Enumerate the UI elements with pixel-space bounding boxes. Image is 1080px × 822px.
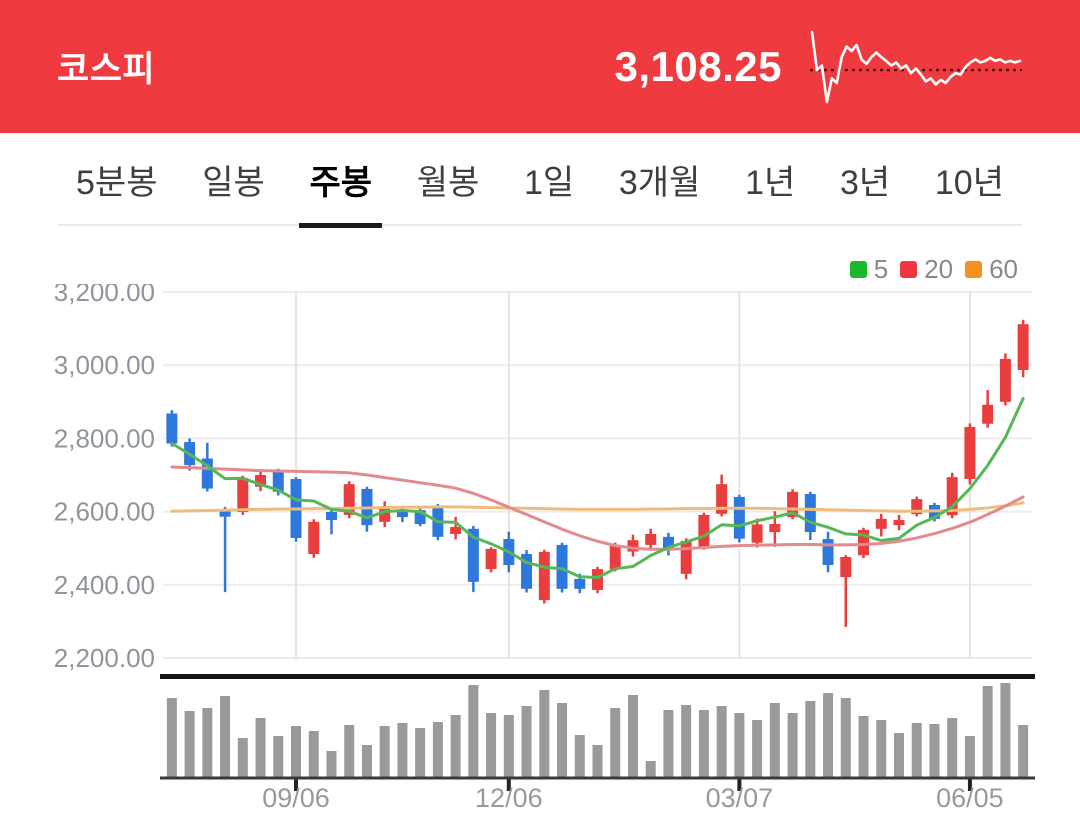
main-chart[interactable]: 3,200.00 3,000.00 2,800.00 2,600.00 2,400.00… [0,277,1080,819]
svg-text:3,200.00: 3,200.00 [54,284,155,307]
legend-ma60: 60 [965,254,1018,285]
tab-3months[interactable]: 3개월 [618,164,701,202]
ma5-label: 5 [873,253,889,284]
svg-text:2,800.00: 2,800.00 [54,423,155,453]
legend-ma20: 20 [900,254,953,285]
svg-text:09/06: 09/06 [262,783,330,813]
svg-text:06/05: 06/05 [936,783,1004,813]
ma20-swatch-icon [900,260,918,278]
candlestick-chart-canvas[interactable]: 3,200.00 3,000.00 2,800.00 2,600.00 2,400.00… [0,277,1080,814]
svg-text:2,400.00: 2,400.00 [54,570,155,600]
ma5-swatch-icon [849,260,867,278]
ma20-label: 20 [924,253,954,284]
tab-3years[interactable]: 3년 [839,164,891,202]
tab-monthly[interactable]: 월봉 [416,164,480,202]
tab-10years[interactable]: 10년 [934,164,1004,202]
ma60-swatch-icon [965,260,983,278]
tab-daily[interactable]: 일봉 [202,164,265,202]
tab-weekly[interactable]: 주봉 [299,155,382,228]
current-price: 3,108.25 [614,42,782,90]
svg-text:2,200.00: 2,200.00 [54,643,155,673]
ma60-label: 60 [989,253,1018,284]
svg-text:03/07: 03/07 [706,783,774,813]
tab-1day[interactable]: 1일 [523,164,575,202]
svg-text:2,600.00: 2,600.00 [54,497,155,527]
header-sparkline [810,30,1022,103]
svg-text:3,000.00: 3,000.00 [54,350,155,380]
index-title: 코스피 [57,50,156,89]
legend-ma5: 5 [849,253,889,285]
tab-1year[interactable]: 1년 [745,164,796,202]
ma-legend: 5 20 60 [0,253,1018,285]
period-tab-bar: 5분봉 일봉 주봉 월봉 1일 3개월 1년 3년 10년 [58,155,1022,228]
svg-text:12/06: 12/06 [475,783,543,813]
app-header: 코스피 3,108.25 [0,0,1080,133]
tab-5min[interactable]: 5분봉 [76,164,158,202]
